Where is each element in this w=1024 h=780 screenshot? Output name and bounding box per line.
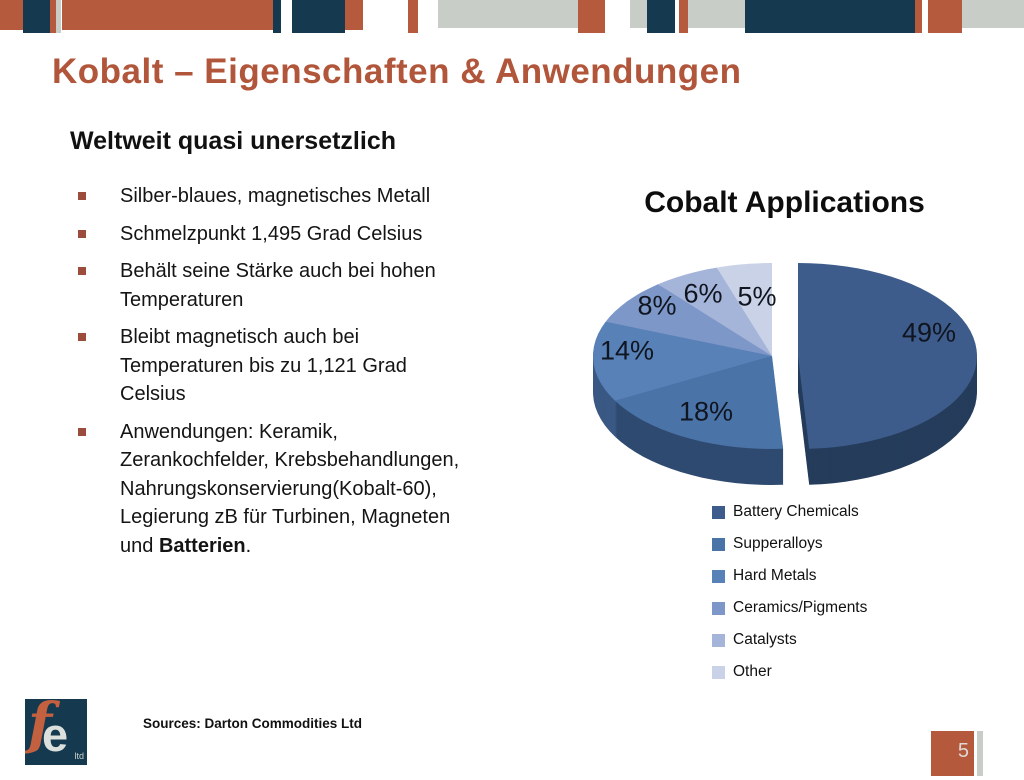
pie-percent-label: 6% bbox=[683, 278, 723, 309]
legend-label: Other bbox=[733, 663, 772, 680]
sources-text: Sources: Darton Commodities Ltd bbox=[143, 716, 363, 731]
pie-percent-label: 18% bbox=[678, 396, 734, 427]
bullet-marker bbox=[78, 427, 86, 436]
legend-row: Other bbox=[712, 656, 867, 688]
logo-letter-e: e bbox=[42, 708, 69, 761]
bullet-text: Anwendungen: Keramik, Zerankochfelder, K… bbox=[120, 420, 460, 557]
decor-bar-segment bbox=[273, 0, 281, 33]
slide-title: Kobalt – Eigenschaften & Anwendungen bbox=[52, 52, 742, 91]
decor-bar-segment bbox=[438, 0, 578, 28]
legend-marker bbox=[712, 633, 725, 647]
bullet-text: Bleibt magnetisch auch bei Temperaturen … bbox=[120, 326, 407, 405]
legend-marker bbox=[712, 537, 725, 551]
legend-row: Catalysts bbox=[712, 624, 867, 656]
decor-bar-segment bbox=[915, 0, 922, 33]
legend-row: Ceramics/Pigments bbox=[712, 592, 867, 624]
decor-bar-segment bbox=[0, 0, 23, 30]
decor-bar-segment bbox=[408, 0, 418, 33]
bullet-text: Schmelzpunkt 1,495 Grad Celsius bbox=[120, 222, 423, 245]
pie-percent-label: 8% bbox=[637, 290, 677, 321]
pie-percent-label: 14% bbox=[599, 335, 655, 366]
legend-label: Supperalloys bbox=[733, 535, 823, 552]
decor-bar-segment bbox=[688, 0, 745, 28]
legend-marker bbox=[712, 505, 725, 519]
legend-row: Supperalloys bbox=[712, 528, 867, 560]
bullet-list: Silber-blaues, magnetisches Metall Schmel… bbox=[78, 182, 498, 569]
page-number: 5 bbox=[957, 740, 969, 762]
decor-bar-segment bbox=[745, 0, 915, 33]
pie-percent-label: 49% bbox=[901, 317, 957, 348]
decor-bar-segment bbox=[345, 0, 363, 30]
decor-bar-segment bbox=[630, 0, 647, 28]
section-subtitle: Weltweit quasi unersetzlich bbox=[70, 127, 397, 155]
decor-bar-segment bbox=[56, 0, 61, 33]
company-logo: e f ltd bbox=[25, 699, 87, 765]
decor-bar bbox=[0, 0, 1024, 34]
bullet-marker bbox=[78, 267, 86, 275]
chart-title: Cobalt Applications bbox=[644, 186, 925, 219]
legend-marker bbox=[712, 665, 725, 679]
page-number-box: 5 bbox=[931, 731, 974, 776]
logo-ltd-text: ltd bbox=[74, 751, 84, 761]
legend-label: Battery Chemicals bbox=[733, 503, 859, 520]
decor-bar-segment bbox=[62, 0, 273, 30]
bullet-marker bbox=[78, 333, 86, 341]
bullet-item: Schmelzpunkt 1,495 Grad Celsius bbox=[78, 220, 498, 249]
legend-row: Battery Chemicals bbox=[712, 496, 867, 528]
bullet-text: Behält seine Stärke auch bei hohen Tempe… bbox=[120, 260, 436, 311]
bullet-text: Silber-blaues, magnetisches Metall bbox=[120, 185, 431, 207]
legend-row: Hard Metals bbox=[712, 560, 867, 592]
decor-bar-segment bbox=[679, 0, 688, 33]
bullet-marker bbox=[78, 192, 86, 200]
bullet-marker bbox=[78, 229, 86, 238]
decor-bar-segment bbox=[928, 0, 962, 33]
decor-bar-segment bbox=[578, 0, 605, 33]
pie-percent-label: 5% bbox=[737, 281, 777, 312]
legend-label: Catalysts bbox=[733, 631, 797, 648]
page-number-accent-bar bbox=[977, 731, 983, 776]
decor-bar-segment bbox=[23, 0, 50, 33]
legend-marker bbox=[712, 569, 725, 583]
decor-bar-segment bbox=[647, 0, 675, 33]
chart-legend: Battery Chemicals Supperalloys Hard Metals… bbox=[712, 496, 867, 688]
legend-label: Ceramics/Pigments bbox=[733, 599, 868, 616]
legend-marker bbox=[712, 601, 725, 615]
bullet-item: Behält seine Stärke auch bei hohen Tempe… bbox=[78, 257, 498, 314]
decor-bar-segment bbox=[292, 0, 345, 33]
bullet-item: Silber-blaues, magnetisches Metall bbox=[78, 182, 498, 211]
decor-bar-segment bbox=[962, 0, 1024, 28]
legend-label: Hard Metals bbox=[733, 567, 817, 584]
bullet-item: Anwendungen: Keramik, Zerankochfelder, K… bbox=[78, 418, 498, 561]
decor-bar-segment bbox=[50, 0, 56, 33]
bullet-item: Bleibt magnetisch auch bei Temperaturen … bbox=[78, 323, 498, 409]
logo-letter-f: f bbox=[28, 699, 53, 757]
